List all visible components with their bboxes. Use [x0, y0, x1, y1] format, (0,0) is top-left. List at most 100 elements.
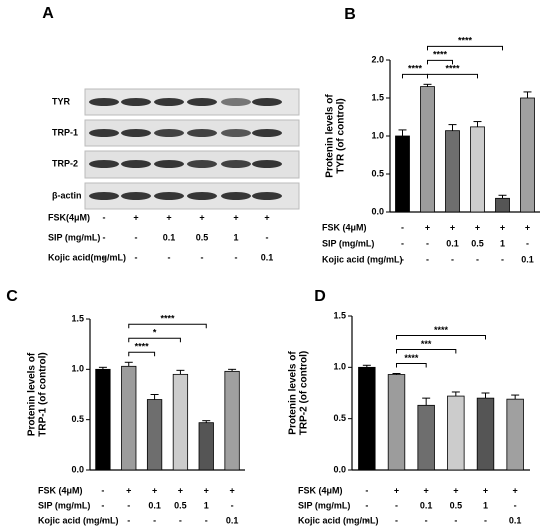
condition-value: 0.1	[446, 238, 459, 248]
condition-value: 0.1	[261, 252, 274, 262]
blot-band	[121, 160, 151, 168]
blot-band	[89, 192, 119, 200]
y-tick-label: 1.5	[71, 313, 84, 323]
condition-value: +	[133, 212, 138, 222]
condition-name: FSK (4μM)	[322, 222, 367, 232]
condition-value: -	[103, 252, 106, 262]
y-axis-label: TRP-2 (of control)	[299, 351, 310, 435]
y-tick-label: 0.5	[333, 413, 346, 423]
blot-band	[154, 160, 184, 168]
blot	[84, 88, 300, 210]
condition-value: 0.5	[450, 500, 463, 510]
condition-value: 1	[233, 232, 238, 242]
condition-value: -	[454, 515, 457, 525]
condition-value: +	[152, 485, 157, 495]
condition-value: -	[101, 485, 104, 495]
y-axis-label: TRP-1 (of control)	[38, 352, 49, 436]
bar	[224, 370, 240, 471]
condition-value: -	[501, 254, 504, 264]
condition-value: 0.1	[509, 515, 522, 525]
significance-bracket	[396, 334, 486, 340]
significance-bracket	[396, 348, 457, 354]
panel-label: C	[6, 288, 18, 305]
condition-value: +	[425, 222, 430, 232]
error-bar	[176, 369, 185, 375]
significance-bracket	[427, 59, 453, 65]
condition-name: FSK (4μM)	[298, 485, 343, 495]
bar	[470, 126, 485, 213]
condition-value: +	[394, 485, 399, 495]
significance-label: ****	[160, 314, 175, 324]
condition-value: -	[135, 232, 138, 242]
condition-value: 0.1	[226, 515, 239, 525]
bar	[121, 365, 137, 471]
error-bar	[423, 83, 432, 87]
error-bar	[523, 91, 532, 98]
bar	[495, 197, 510, 213]
blot-band	[154, 129, 184, 137]
condition-name: Kojic acid(mg/mL)	[48, 252, 126, 262]
y-tick-label: 1.0	[333, 362, 346, 372]
blot-band	[89, 129, 119, 137]
bar	[358, 366, 376, 471]
error-bar	[228, 368, 237, 372]
condition-value: -	[179, 515, 182, 525]
bar	[447, 395, 465, 471]
blot-row-label: TRP-1	[52, 127, 78, 137]
bar	[387, 374, 406, 471]
condition-value: +	[424, 485, 429, 495]
condition-value: +	[483, 485, 488, 495]
blot-band	[252, 192, 282, 200]
condition-value: +	[233, 212, 238, 222]
y-tick-label: 1.0	[71, 364, 84, 374]
blot-band	[252, 129, 282, 137]
blot-band	[154, 192, 184, 200]
condition-value: 0.5	[471, 238, 484, 248]
error-bar	[398, 129, 407, 136]
condition-value: 0.1	[148, 500, 161, 510]
blot-band	[89, 98, 119, 106]
blot-band	[252, 160, 282, 168]
condition-name: SIP (mg/mL)	[38, 500, 90, 510]
condition-value: 0.5	[196, 232, 209, 242]
blot-band	[154, 98, 184, 106]
condition-value: -	[451, 254, 454, 264]
bar	[506, 398, 524, 471]
panel-label: B	[344, 6, 356, 23]
panel-label: D	[314, 288, 326, 305]
significance-bracket	[402, 73, 428, 79]
significance-bracket	[128, 351, 156, 357]
error-bar	[511, 394, 520, 400]
blot-band	[89, 160, 119, 168]
condition-value: -	[101, 500, 104, 510]
bar	[198, 422, 214, 471]
significance-bracket	[396, 362, 427, 368]
y-tick-label: 0.0	[333, 464, 346, 474]
significance-label: ****	[135, 342, 150, 352]
condition-value: -	[266, 232, 269, 242]
condition-value: -	[127, 515, 130, 525]
blot-band	[221, 98, 251, 106]
blot-band	[187, 98, 217, 106]
bar	[95, 368, 111, 471]
blot-row-label: β-actin	[52, 190, 82, 200]
condition-name: SIP (mg/mL)	[298, 500, 350, 510]
condition-value: -	[365, 500, 368, 510]
condition-name: Kojic acid (mg/mL)	[322, 254, 403, 264]
condition-value: +	[450, 222, 455, 232]
condition-value: -	[401, 238, 404, 248]
condition-value: -	[205, 515, 208, 525]
blot-band	[221, 160, 251, 168]
condition-name: FSK(4μM)	[48, 212, 90, 222]
blot-band	[121, 98, 151, 106]
bar	[395, 135, 410, 213]
significance-bracket	[128, 337, 181, 343]
error-bar	[150, 394, 159, 400]
bar	[476, 397, 495, 471]
error-bar	[98, 366, 107, 370]
condition-value: -	[426, 254, 429, 264]
condition-name: SIP (mg/mL)	[322, 238, 374, 248]
significance-bracket	[128, 323, 207, 329]
condition-value: +	[204, 485, 209, 495]
condition-value: -	[401, 254, 404, 264]
